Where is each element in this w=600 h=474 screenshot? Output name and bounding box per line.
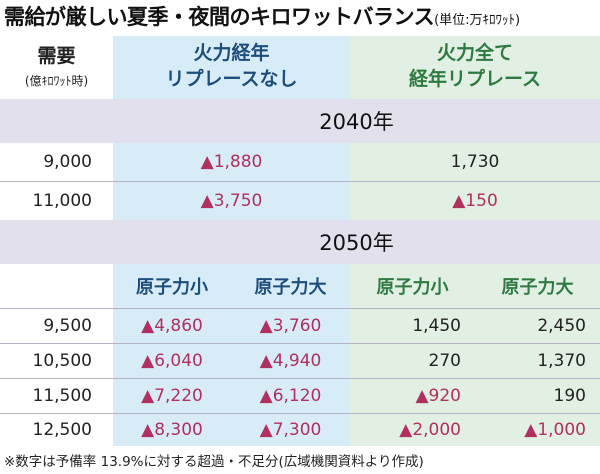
- cell-2040-no-replace: ▲3,750: [200, 191, 263, 211]
- cell-2050-value: 190: [553, 386, 586, 406]
- cell-2050-value: 270: [428, 351, 461, 371]
- year-2040-band: [0, 99, 600, 143]
- scenario-no-replace-header: 火力経年 リプレースなし: [165, 42, 298, 90]
- row-2050-demand: 11,500: [32, 386, 92, 406]
- cell-2040-all-replace: ▲150: [452, 191, 498, 211]
- cell-2050-value: ▲6,120: [259, 386, 322, 406]
- year-2050-label: 2050年: [319, 231, 394, 255]
- cell-2050-value: ▲6,040: [141, 351, 203, 371]
- row-2050-demand: 9,500: [43, 316, 92, 336]
- cell-2050-value: ▲7,220: [141, 386, 203, 406]
- row-2050-demand: 12,500: [32, 420, 92, 440]
- cell-2050-value: ▲4,940: [259, 351, 322, 371]
- subheader-nuclear-large: 原子力大: [501, 277, 574, 298]
- demand-header: 需要: [37, 44, 76, 67]
- row-divider: [0, 343, 600, 344]
- subheader-nuclear-small: 原子力小: [376, 277, 449, 298]
- subheader-nuclear-large: 原子力大: [254, 277, 327, 298]
- cell-2050-value: ▲7,300: [259, 420, 322, 440]
- cell-2050-value: 1,370: [537, 351, 586, 371]
- year-2050-band: [0, 220, 600, 264]
- demand-unit-header: (億ｷﾛﾜｯﾄ時): [24, 73, 89, 88]
- cell-2050-value: 2,450: [537, 316, 586, 336]
- cell-2050-value: ▲8,300: [141, 420, 203, 440]
- cell-2050-value: ▲4,860: [141, 316, 203, 336]
- cell-2050-value: ▲920: [415, 386, 461, 406]
- title-unit: (単位:万ｷﾛﾜｯﾄ): [434, 13, 521, 28]
- kilowatt-balance-table: 需要 (億ｷﾛﾜｯﾄ時) 火力経年 リプレースなし 火力全て 経年リプレース 2…: [0, 36, 600, 446]
- subheader-nuclear-small: 原子力小: [136, 277, 208, 298]
- row-divider: [0, 378, 600, 379]
- row-divider: [0, 181, 600, 182]
- row-divider: [0, 308, 600, 309]
- footnote: ※数字は予備率 13.9%に対する超過・不足分(広域機関資料より作成): [4, 454, 424, 470]
- row-divider: [0, 413, 600, 414]
- cell-2040-all-replace: 1,730: [450, 152, 500, 172]
- chart-title: 需給が厳しい夏季・夜間のキロワットバランス(単位:万ｷﾛﾜｯﾄ): [4, 2, 520, 32]
- row-2050-demand: 10,500: [32, 351, 92, 371]
- cell-2040-no-replace: ▲1,880: [200, 152, 263, 172]
- row-2040-demand: 11,000: [32, 191, 92, 211]
- cell-2050-value: ▲1,000: [524, 420, 586, 440]
- cell-2050-value: ▲3,760: [259, 316, 322, 336]
- title-main: 需給が厳しい夏季・夜間のキロワットバランス: [4, 5, 435, 29]
- scenario-all-replace-header: 火力全て 経年リプレース: [408, 42, 542, 90]
- row-2040-demand: 9,000: [43, 152, 92, 172]
- cell-2050-value: 1,450: [412, 316, 461, 336]
- year-2040-label: 2040年: [319, 110, 394, 134]
- cell-2050-value: ▲2,000: [399, 420, 461, 440]
